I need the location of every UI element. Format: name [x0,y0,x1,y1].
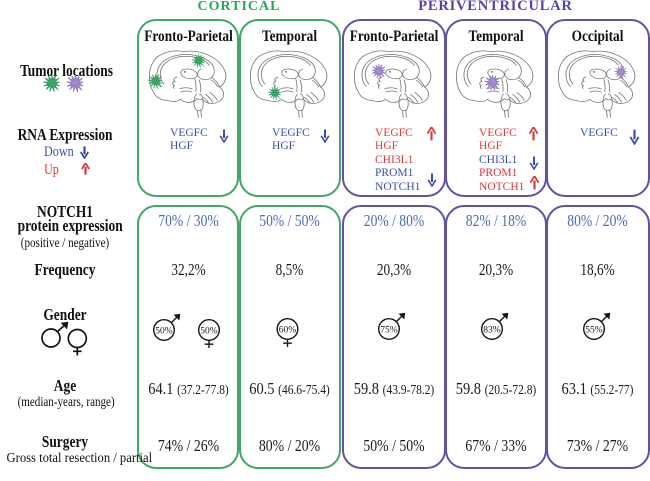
svg-text:75%: 75% [380,325,398,335]
svg-text:83%: 83% [483,325,501,335]
svg-text:50%: 50% [200,326,218,336]
svg-text:55%: 55% [585,325,603,335]
svg-text:50%: 50% [155,326,173,336]
svg-text:60%: 60% [279,325,297,335]
